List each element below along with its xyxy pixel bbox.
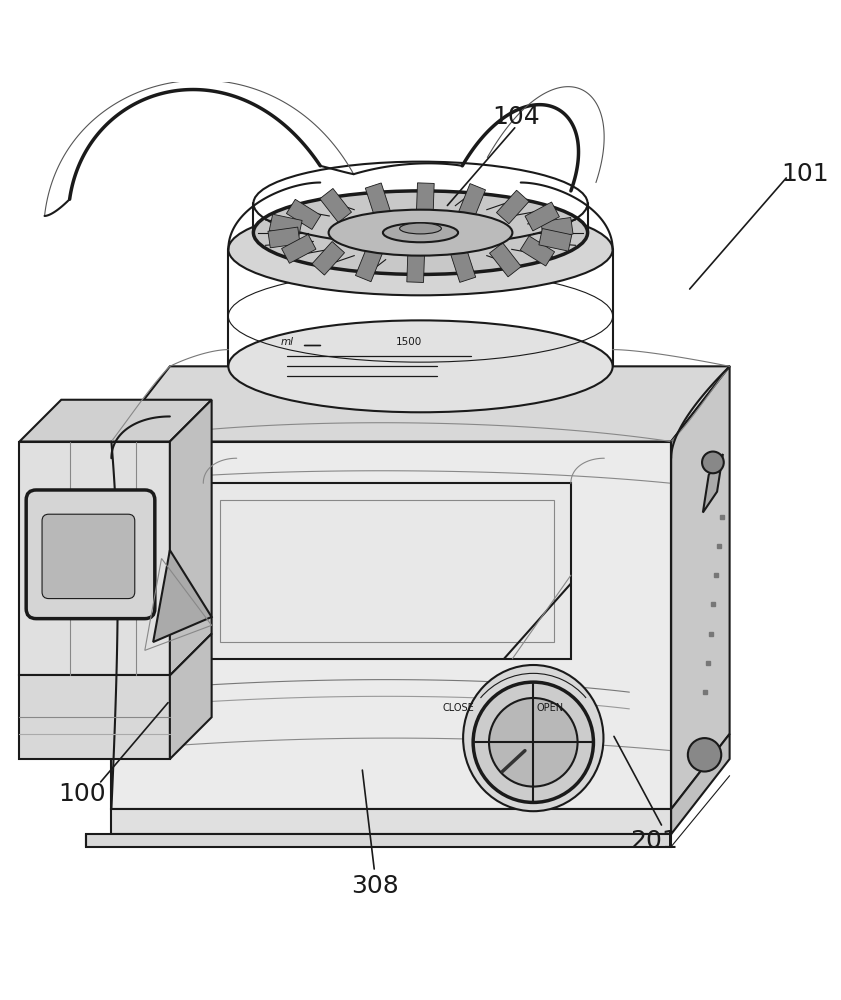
Polygon shape [416, 183, 434, 213]
Polygon shape [170, 634, 212, 759]
Polygon shape [521, 236, 554, 266]
Text: OPEN: OPEN [537, 703, 563, 713]
Polygon shape [541, 217, 573, 238]
Polygon shape [282, 234, 316, 263]
Polygon shape [320, 188, 352, 222]
Polygon shape [671, 734, 730, 834]
Ellipse shape [463, 665, 604, 811]
Polygon shape [268, 227, 300, 248]
Text: 201: 201 [631, 829, 679, 853]
Polygon shape [496, 190, 529, 224]
Text: 1500: 1500 [395, 337, 421, 347]
Polygon shape [204, 483, 571, 659]
Polygon shape [19, 400, 212, 442]
FancyBboxPatch shape [42, 514, 135, 599]
Circle shape [702, 452, 724, 473]
Polygon shape [170, 400, 212, 675]
Polygon shape [539, 229, 572, 251]
Circle shape [688, 738, 722, 772]
Polygon shape [458, 184, 485, 218]
Polygon shape [365, 183, 390, 217]
Polygon shape [703, 454, 723, 513]
Text: 308: 308 [351, 874, 399, 898]
Polygon shape [19, 442, 170, 675]
Text: 104: 104 [493, 105, 541, 129]
Polygon shape [87, 834, 671, 847]
Polygon shape [451, 249, 476, 282]
Polygon shape [407, 252, 425, 282]
Text: CLOSE: CLOSE [442, 703, 474, 713]
Polygon shape [525, 202, 559, 231]
Polygon shape [356, 248, 383, 282]
Text: ml: ml [280, 337, 294, 347]
Text: 101: 101 [781, 162, 828, 186]
Circle shape [489, 698, 578, 787]
Polygon shape [111, 809, 671, 834]
Ellipse shape [329, 210, 512, 256]
Polygon shape [19, 675, 170, 759]
Text: 100: 100 [58, 782, 106, 806]
Ellipse shape [229, 203, 612, 295]
Ellipse shape [229, 320, 612, 412]
Polygon shape [269, 214, 302, 237]
Ellipse shape [399, 223, 442, 234]
Polygon shape [671, 366, 730, 809]
Polygon shape [111, 366, 730, 442]
Polygon shape [489, 243, 521, 277]
Ellipse shape [383, 223, 458, 242]
Polygon shape [287, 199, 320, 229]
Polygon shape [111, 442, 671, 809]
Polygon shape [153, 550, 212, 642]
Circle shape [473, 682, 594, 802]
Polygon shape [312, 242, 345, 275]
FancyBboxPatch shape [26, 490, 155, 619]
Ellipse shape [253, 191, 588, 274]
